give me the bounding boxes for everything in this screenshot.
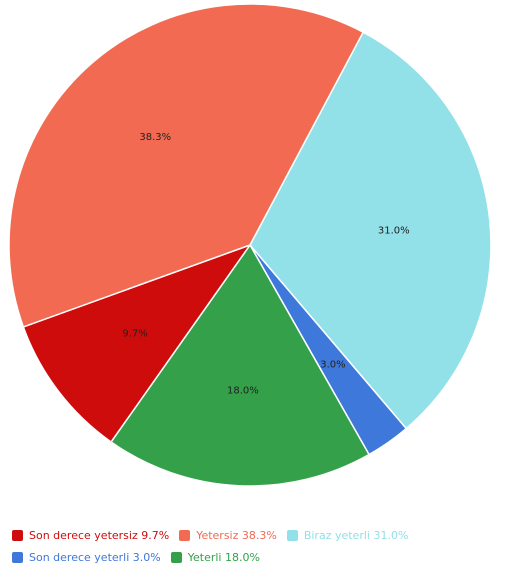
legend-row: Son derece yeterli 3.0% Yeterli 18.0% [12, 546, 527, 568]
pie-slice-son-derece-yetersiz [22, 243, 252, 443]
pie-chart-svg: 31.0% 3.0% 18.0% 9.7% 38.3% [8, 3, 492, 487]
legend-swatch [12, 551, 23, 563]
legend-swatch [12, 529, 23, 541]
pie-chart: 31.0% 3.0% 18.0% 9.7% 38.3% [8, 3, 492, 487]
legend-row: Son derece yetersiz 9.7% Yetersiz 38.3% Bi… [12, 524, 527, 546]
legend-label: Yeterli 18.0% [187, 550, 260, 564]
legend-label: Yetersiz 38.3% [196, 528, 277, 542]
pie-slice-yeterli [110, 243, 371, 487]
legend-swatch [170, 551, 182, 563]
chart-legend: Son derece yetersiz 9.7% Yetersiz 38.3% Bi… [12, 524, 527, 568]
pie-slice-yetersiz [8, 3, 365, 328]
data-label-son-derece-yeterli: 3.0% [320, 359, 345, 370]
legend-item: Son derece yetersiz 9.7% [12, 529, 169, 542]
data-label-yeterli: 18.0% [227, 385, 259, 396]
legend-swatch [286, 529, 298, 541]
legend-label: Biraz yeterli 31.0% [303, 528, 409, 542]
legend-label: Son derece yeterli 3.0% [29, 550, 161, 564]
legend-item: Yetersiz 38.3% [179, 529, 277, 542]
legend-swatch [179, 529, 191, 541]
legend-label: Son derece yetersiz 9.7% [29, 528, 170, 542]
legend-item: Son derece yeterli 3.0% [12, 551, 161, 564]
data-label-biraz-yeterli: 31.0% [378, 225, 410, 236]
data-label-son-derece-yetersiz: 9.7% [122, 329, 147, 340]
legend-item: Yeterli 18.0% [170, 550, 260, 564]
data-label-yetersiz: 38.3% [139, 132, 171, 143]
pie-slice-biraz-yeterli [249, 31, 492, 430]
legend-item: Biraz yeterli 31.0% [286, 528, 409, 542]
